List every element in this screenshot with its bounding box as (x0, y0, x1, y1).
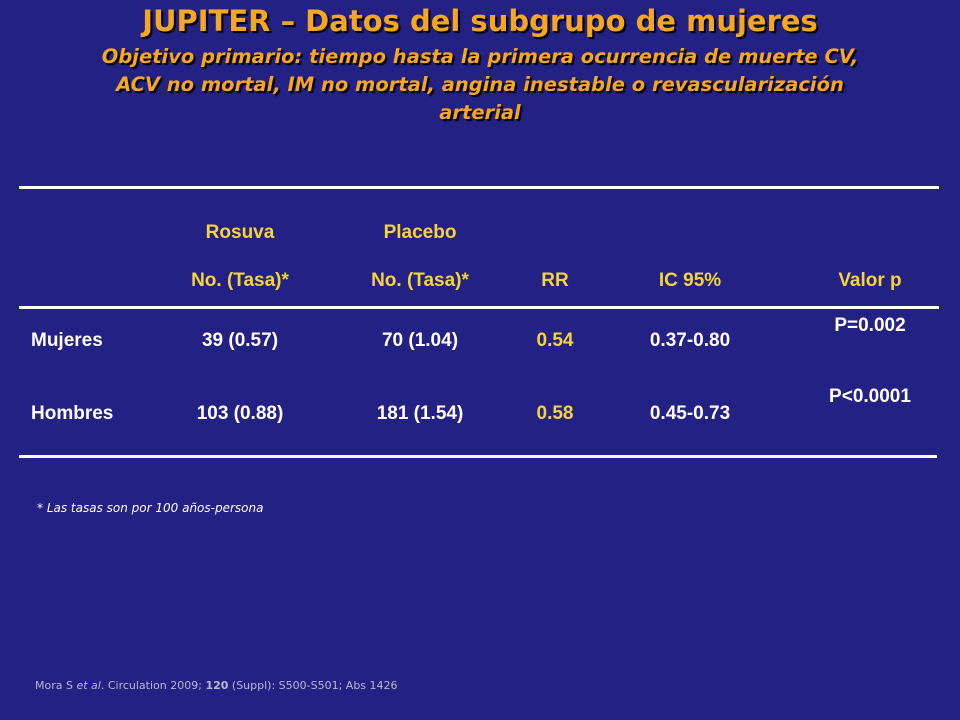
cell-rosuva-hombres: 103 (0.88) (196, 403, 284, 424)
header-rr: RR (541, 270, 569, 291)
cell-placebo-mujeres: 70 (1.04) (381, 330, 459, 351)
subtitle-line-2: ACV no mortal, IM no mortal, angina ines… (116, 73, 844, 96)
citation-et-al: et al (76, 679, 101, 692)
cell-p-mujeres: P=0.002 (834, 315, 906, 336)
row-label-hombres: Hombres (31, 403, 114, 424)
header-placebo-count: No. (Tasa)* (371, 270, 469, 291)
citation-journal: . Circulation 2009; (100, 679, 206, 692)
citation-volume: 120 (205, 679, 229, 692)
cell-rr-mujeres: 0.54 (536, 330, 574, 351)
cell-rosuva-mujeres: 39 (0.57) (201, 330, 279, 351)
citation-authors: Mora S (35, 679, 77, 692)
footnote: * Las tasas son por 100 años-persona (37, 501, 264, 515)
cell-ci-mujeres: 0.37-0.80 (649, 330, 731, 351)
cell-p-hombres: P<0.0001 (829, 386, 911, 407)
slide-title: JUPITER – Datos del subgrupo de mujeres (142, 4, 818, 38)
top-rule (19, 186, 939, 189)
bottom-rule (19, 455, 937, 458)
header-rosuva-count: No. (Tasa)* (191, 270, 289, 291)
header-p-value: Valor p (838, 270, 902, 291)
header-rule (19, 306, 939, 309)
subtitle-line-3: arterial (439, 101, 521, 124)
subtitle-line-1: Objetivo primario: tiempo hasta la prime… (101, 45, 859, 68)
header-ci: IC 95% (658, 270, 722, 291)
cell-rr-hombres: 0.58 (536, 403, 574, 424)
cell-placebo-hombres: 181 (1.54) (376, 403, 464, 424)
header-rosuva: Rosuva (205, 222, 275, 243)
row-label-mujeres: Mujeres (31, 330, 103, 351)
cell-ci-hombres: 0.45-0.73 (649, 403, 731, 424)
slide-subtitle: Objetivo primario: tiempo hasta la prime… (0, 43, 960, 127)
citation: Mora S et al. Circulation 2009; 120 (Sup… (35, 679, 398, 692)
citation-pages: (Suppl): S500-S501; Abs 1426 (228, 679, 398, 692)
header-placebo: Placebo (383, 222, 457, 243)
